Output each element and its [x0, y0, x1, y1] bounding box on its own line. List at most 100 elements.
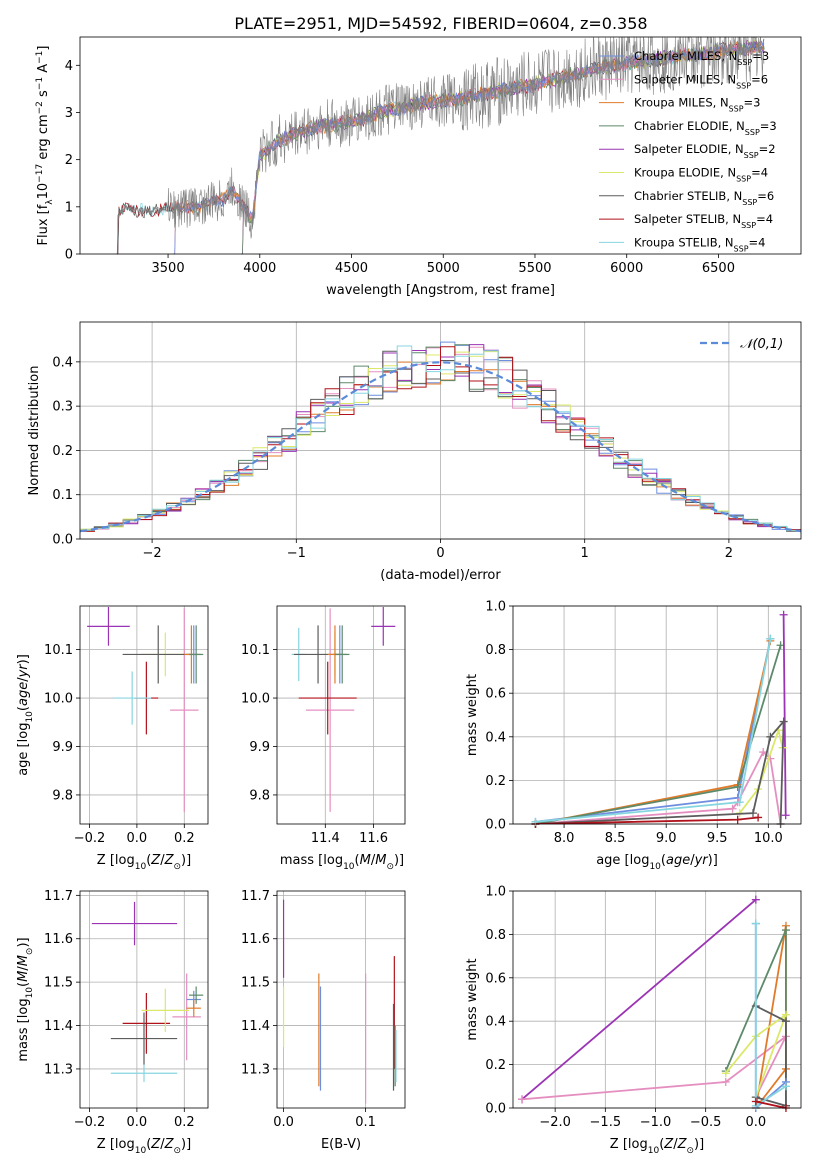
y-tick-label: 9.9: [249, 740, 270, 755]
series-line: [535, 750, 782, 824]
legend-sub: SSP: [736, 81, 751, 90]
legend-count: =2: [759, 142, 776, 156]
data-point-marker: [733, 815, 742, 824]
x-tick-label: 10.0: [754, 831, 783, 846]
series-line: [521, 1035, 787, 1101]
legend-entry: Kroupa MILES, NSSP=3: [634, 96, 760, 114]
label-part: Z: [164, 1137, 175, 1152]
label-part: )]: [694, 1137, 704, 1152]
label-part: −17: [35, 164, 45, 183]
legend-count: =4: [751, 166, 768, 180]
y-tick-label: 1.0: [485, 600, 506, 615]
series-line: [535, 638, 772, 823]
label-part: )]: [181, 853, 191, 868]
label-part: age [: [596, 853, 629, 868]
legend-text: Salpeter STELIB, N: [634, 212, 741, 226]
y-tick-label: 2: [65, 153, 73, 168]
legend-entry: 𝒩(0,1): [740, 337, 783, 352]
y-tick-label: 0.6: [485, 687, 506, 702]
data-point-marker: [781, 811, 790, 820]
y-tick-label: 11.3: [44, 1062, 73, 1077]
label-part: 10: [36, 183, 51, 200]
legend-entry: Chabrier STELIB, NSSP=6: [634, 189, 774, 207]
label-part: /: [16, 677, 31, 682]
x-axis-label: mass [log10(M/M⊙)]: [280, 853, 404, 872]
x-tick-label: 8.0: [554, 831, 575, 846]
label-part: mass [: [280, 853, 323, 868]
legend-text: Chabrier ELODIE, N: [634, 119, 745, 133]
y-axis-label: mass [log10(M/M⊙)]: [16, 937, 35, 1061]
label-part: log: [630, 853, 650, 868]
label-part: −2: [35, 101, 45, 114]
legend-entry: Salpeter MILES, NSSP=6: [634, 72, 768, 90]
x-tick-label: 8.5: [605, 831, 626, 846]
legend-count: =4: [749, 235, 766, 249]
axes-age_vs_mass: [273, 606, 405, 828]
axes-frame: [512, 605, 802, 825]
y-tick-label: 0.8: [485, 643, 506, 658]
label-part: ⊙: [686, 1146, 694, 1156]
data-point-marker: [749, 809, 757, 818]
label-part: /: [371, 853, 376, 868]
data-point-marker: [759, 748, 768, 757]
y-axis-label: mass weight: [465, 674, 480, 756]
axes-mass_vs_EBV: [273, 891, 405, 1112]
axes-frame: [79, 321, 802, 540]
label-part: Z: [164, 853, 175, 868]
series-line: [738, 727, 784, 814]
series-line: [535, 638, 772, 823]
legend-count: =3: [760, 119, 777, 133]
label-part: Z: [150, 853, 161, 868]
y-tick-label: 9.8: [249, 788, 270, 803]
x-tick-label: −2: [143, 546, 162, 561]
x-tick-label: 11.4: [311, 831, 340, 846]
label-part: −1: [35, 51, 45, 64]
y-tick-label: 0.8: [485, 928, 506, 943]
y-tick-label: 0.3: [52, 400, 73, 415]
y-tick-label: 0.0: [52, 533, 73, 548]
series-line: [725, 1012, 788, 1098]
legend-count: =4: [756, 212, 773, 226]
label-part: (: [146, 1137, 151, 1152]
label-part: log: [323, 853, 343, 868]
label-part: (: [146, 853, 151, 868]
label-part: log: [16, 723, 31, 743]
data-point-marker: [779, 717, 788, 726]
y-tick-label: 10.0: [241, 692, 270, 707]
y-tick-label: 11.4: [241, 1019, 270, 1034]
label-part: /: [160, 853, 165, 868]
x-tick-label: 0: [436, 546, 444, 561]
x-axis-label: Z [log10(Z/Z⊙)]: [97, 853, 191, 872]
y-tick-label: 0.0: [485, 818, 506, 833]
data-point-marker: [751, 919, 760, 928]
y-axis-label: age [log10(age/yr)]: [16, 654, 35, 776]
data-point-marker: [735, 798, 744, 807]
legend-sub: SSP: [736, 174, 751, 183]
y-tick-label: 1: [65, 200, 73, 215]
x-tick-label: 0.2: [174, 831, 195, 846]
label-part: s: [36, 90, 51, 101]
x-tick-label: 0.0: [273, 1115, 294, 1130]
legend-text: Chabrier MILES, N: [634, 49, 737, 63]
y-tick-label: 0.1: [52, 488, 73, 503]
label-part: A: [36, 64, 51, 77]
label-part: /: [160, 1137, 165, 1152]
data-point-marker: [754, 813, 763, 822]
y-tick-label: 0.6: [485, 971, 506, 986]
label-part: Flux [f: [36, 204, 51, 245]
y-tick-label: 9.9: [52, 740, 73, 755]
label-part: (: [661, 853, 666, 868]
y-tick-label: 0.4: [485, 730, 506, 745]
x-tick-label: 4000: [243, 261, 276, 276]
x-axis-label: wavelength [Angstrom, rest frame]: [326, 283, 555, 298]
y-tick-label: 0.0: [485, 1102, 506, 1117]
legend-text: Salpeter MILES, N: [634, 72, 736, 86]
axes-frame: [512, 890, 802, 1109]
legend-entry: Salpeter STELIB, NSSP=4: [634, 212, 773, 230]
legend-entry: Chabrier MILES, NSSP=3: [634, 49, 769, 67]
y-tick-label: 4: [65, 59, 73, 74]
series-line: [535, 644, 782, 824]
series-line: [535, 640, 772, 824]
data-point-marker: [531, 817, 540, 826]
x-tick-label: 4500: [335, 261, 368, 276]
